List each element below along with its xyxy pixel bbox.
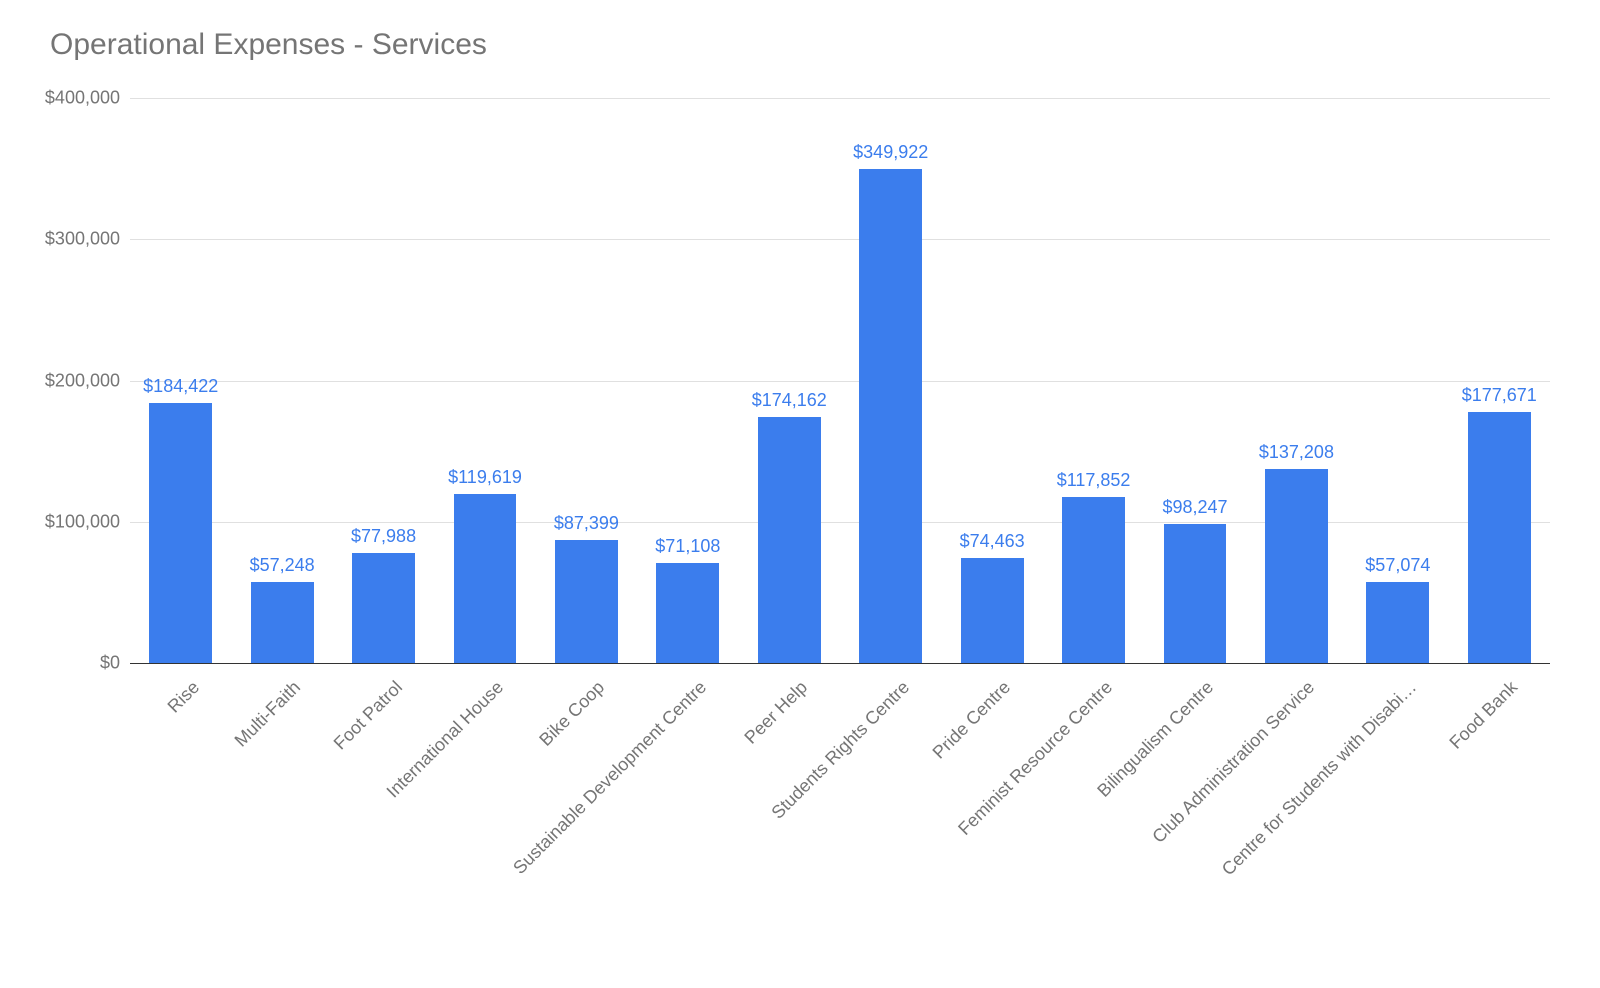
gridline [130, 381, 1550, 382]
ytick-label: $200,000 [45, 370, 120, 391]
bar-value-label: $184,422 [101, 376, 261, 397]
ytick-label: $100,000 [45, 511, 120, 532]
bar [758, 417, 821, 663]
bar [859, 169, 922, 663]
plot-area: $184,422$57,248$77,988$119,619$87,399$71… [130, 98, 1550, 663]
gridline [130, 98, 1550, 99]
ytick-label: $300,000 [45, 229, 120, 250]
xtick-label: Peer Help [585, 677, 812, 904]
bar-value-label: $87,399 [506, 513, 666, 534]
bar [149, 403, 212, 663]
bar-value-label: $117,852 [1014, 470, 1174, 491]
xtick-label: Pride Centre [788, 677, 1015, 904]
bar-value-label: $174,162 [709, 390, 869, 411]
bar-value-label: $71,108 [608, 536, 768, 557]
bar-value-label: $57,248 [202, 555, 362, 576]
bar [1164, 524, 1227, 663]
bar-value-label: $119,619 [405, 467, 565, 488]
bar-value-label: $137,208 [1216, 442, 1376, 463]
bar-value-label: $77,988 [304, 526, 464, 547]
xtick-label: Bilingualism Centre [991, 677, 1218, 904]
bar [352, 553, 415, 663]
gridline [130, 239, 1550, 240]
bar [1366, 582, 1429, 663]
xtick-label: Multi-Faith [78, 677, 305, 904]
bar [1468, 412, 1531, 663]
bar-value-label: $349,922 [811, 142, 971, 163]
ytick-label: $400,000 [45, 88, 120, 109]
bar-value-label: $74,463 [912, 531, 1072, 552]
bar [1062, 497, 1125, 663]
axis-baseline [130, 663, 1550, 664]
bar [961, 558, 1024, 663]
xtick-label: Food Bank [1295, 677, 1522, 904]
chart-title: Operational Expenses - Services [50, 28, 487, 62]
xtick-label: Club Administration Service [1092, 677, 1319, 904]
xtick-label: Sustainable Development Centre [484, 677, 711, 904]
xtick-label: Students Rights Centre [687, 677, 914, 904]
bar-value-label: $57,074 [1318, 555, 1478, 576]
gridline [130, 522, 1550, 523]
xtick-label: Foot Patrol [179, 677, 406, 904]
ytick-label: $0 [100, 653, 120, 674]
bar-value-label: $177,671 [1419, 385, 1579, 406]
xtick-label: International House [281, 677, 508, 904]
chart-container: Operational Expenses - Services $184,422… [0, 0, 1600, 988]
xtick-label: Centre for Students with Disabi… [1194, 677, 1421, 904]
bar [555, 540, 618, 663]
xtick-label: Feminist Resource Centre [889, 677, 1116, 904]
bar [251, 582, 314, 663]
bar-value-label: $98,247 [1115, 497, 1275, 518]
bar [656, 563, 719, 663]
xtick-label: Bike Coop [382, 677, 609, 904]
